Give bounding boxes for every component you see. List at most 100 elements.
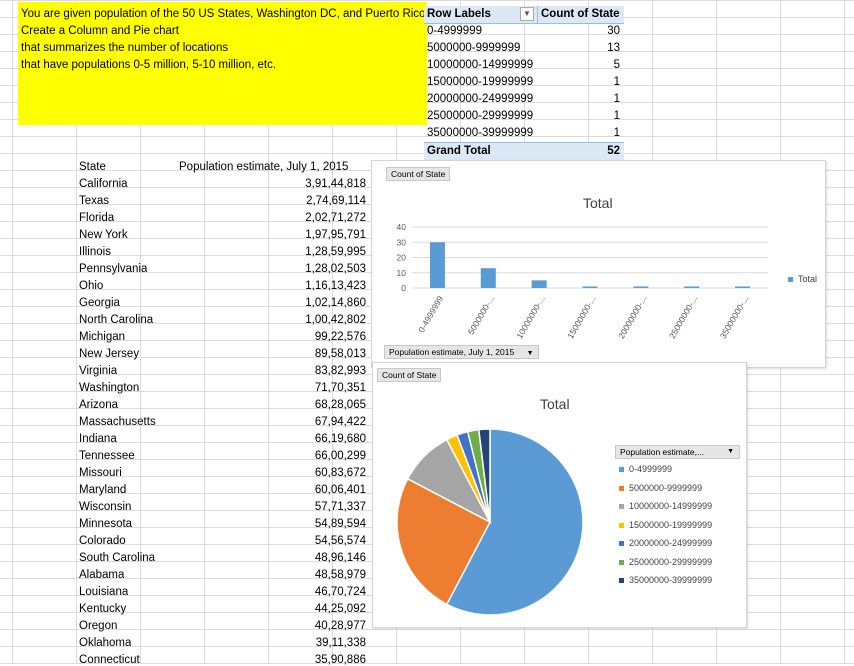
value-field-button[interactable]: Count of State (377, 368, 442, 382)
state-name-cell[interactable]: Illinois (79, 246, 111, 258)
population-cell[interactable]: 39,11,338 (315, 637, 366, 649)
population-cell[interactable]: 2,02,71,272 (305, 212, 366, 224)
state-name-cell[interactable]: Michigan (79, 331, 126, 343)
population-cell[interactable]: 71,70,351 (314, 382, 366, 394)
population-cell[interactable]: 68,28,065 (314, 399, 366, 411)
state-name-cell[interactable]: Indiana (79, 433, 117, 445)
pivot-row-label: 15000000-19999999 (427, 76, 534, 88)
population-cell[interactable]: 44,25,092 (314, 603, 366, 615)
state-name-cell[interactable]: Oklahoma (79, 637, 132, 649)
state-name-cell[interactable]: California (79, 178, 128, 190)
bar[interactable] (735, 286, 751, 288)
population-cell[interactable]: 48,58,979 (314, 569, 366, 581)
population-cell[interactable]: 83,82,993 (314, 365, 366, 377)
state-name-cell[interactable]: Arizona (79, 399, 118, 411)
state-name-cell[interactable]: Louisiana (79, 586, 129, 598)
state-name-cell[interactable]: North Carolina (79, 314, 154, 326)
population-cell[interactable]: 1,28,59,995 (305, 246, 366, 258)
state-name-cell[interactable]: Washington (79, 382, 140, 394)
state-name-cell[interactable]: Wisconsin (79, 501, 132, 513)
legend-swatch (619, 467, 624, 473)
state-name-cell[interactable]: Alabama (79, 569, 125, 581)
pie-slice[interactable] (445, 428, 584, 616)
population-cell[interactable]: 60,06,401 (314, 484, 366, 496)
pivot-row[interactable]: 0-4999999 30 (424, 23, 624, 40)
population-cell[interactable]: 57,71,337 (314, 501, 366, 513)
grand-total-value: 52 (607, 145, 620, 157)
legend-swatch (619, 578, 624, 584)
bar[interactable] (531, 280, 547, 288)
pivot-row[interactable]: 25000000-29999999 1 (424, 108, 624, 125)
population-cell[interactable]: 60,83,672 (314, 467, 366, 479)
population-cell[interactable]: 66,19,680 (314, 433, 366, 445)
population-cell[interactable]: 54,56,574 (314, 535, 366, 547)
state-name-cell[interactable]: Minnesota (79, 518, 133, 530)
state-header[interactable]: State (79, 161, 106, 173)
axis-field-button[interactable]: Population estimate, July 1, 2015 ▼ (384, 345, 539, 359)
pivot-row-label: 5000000-9999999 (427, 42, 521, 54)
instruction-line: that summarizes the number of locations (21, 42, 229, 54)
population-cell[interactable]: 1,16,13,423 (305, 280, 366, 292)
state-name-cell[interactable]: Connecticut (79, 654, 140, 666)
population-cell[interactable]: 3,91,44,818 (305, 178, 366, 190)
state-name-cell[interactable]: Massachusetts (79, 416, 156, 428)
population-cell[interactable]: 40,28,977 (314, 620, 366, 632)
bar[interactable] (429, 242, 445, 288)
bar[interactable] (480, 268, 496, 288)
pivot-row-label: 0-4999999 (427, 25, 482, 37)
filter-dropdown-icon[interactable]: ▼ (520, 7, 534, 21)
value-field-button[interactable]: Count of State (386, 167, 451, 181)
state-name-cell[interactable]: Florida (79, 212, 115, 224)
legend-entry: 15000000-19999999 (619, 520, 712, 530)
population-cell[interactable]: 99,22,576 (314, 331, 366, 343)
population-cell[interactable]: 54,89,594 (314, 518, 366, 530)
grand-total-label: Grand Total (427, 145, 491, 157)
column-chart[interactable]: Count of State Total 0 10 20 30 40 0-4999999 5… (371, 160, 826, 368)
population-cell[interactable]: 35,90,886 (314, 654, 366, 666)
instruction-box: You are given population of the 50 US St… (18, 2, 427, 125)
pivot-row[interactable]: 15000000-19999999 1 (424, 74, 624, 91)
state-name-cell[interactable]: Maryland (79, 484, 127, 496)
legend-swatch (619, 559, 624, 565)
pivot-row[interactable]: 35000000-39999999 1 (424, 125, 624, 142)
population-cell[interactable]: 48,96,146 (314, 552, 366, 564)
state-name-cell[interactable]: Virginia (79, 365, 118, 377)
state-name-cell[interactable]: Missouri (79, 467, 122, 479)
population-cell[interactable]: 1,97,95,791 (305, 229, 366, 241)
state-name-cell[interactable]: South Carolina (79, 552, 156, 564)
bar[interactable] (633, 286, 649, 288)
state-name-cell[interactable]: New York (79, 229, 128, 241)
pie-chart[interactable]: Count of State Total Population estimate… (372, 362, 747, 628)
bar[interactable] (582, 286, 598, 288)
state-name-cell[interactable]: Oregon (79, 620, 118, 632)
pivot-row[interactable]: 20000000-24999999 1 (424, 91, 624, 108)
pivot-row-label: 10000000-14999999 (427, 59, 534, 71)
state-name-cell[interactable]: Georgia (79, 297, 120, 309)
population-cell[interactable]: 66,00,299 (314, 450, 366, 462)
population-cell[interactable]: 89,58,013 (314, 348, 366, 360)
population-cell[interactable]: 1,28,02,503 (305, 263, 366, 275)
legend-label: 5000000-9999999 (629, 482, 703, 493)
state-name-cell[interactable]: Kentucky (79, 603, 127, 615)
pivot-row[interactable]: 10000000-14999999 5 (424, 57, 624, 74)
state-name-cell[interactable]: Colorado (79, 535, 126, 547)
population-cell[interactable]: 2,74,69,114 (306, 195, 366, 207)
state-name-cell[interactable]: Ohio (79, 280, 104, 292)
population-header[interactable]: Population estimate, July 1, 2015 (179, 161, 349, 173)
state-name-cell[interactable]: Texas (79, 195, 110, 207)
chart-title: Total (583, 195, 613, 211)
legend-label: Total (798, 274, 818, 284)
pie-slice[interactable] (477, 428, 491, 523)
state-name-cell[interactable]: New Jersey (79, 348, 140, 360)
bar[interactable] (684, 286, 700, 288)
pivot-row[interactable]: 5000000-9999999 13 (424, 40, 624, 57)
population-cell[interactable]: 1,02,14,860 (305, 297, 366, 309)
y-tick-label: 0 (401, 283, 406, 293)
legend-field-button[interactable]: Population estimate,... ▼ (615, 445, 740, 459)
state-name-cell[interactable]: Tennessee (79, 450, 135, 462)
pie-chart-plot (396, 428, 584, 616)
state-name-cell[interactable]: Pennsylvania (79, 263, 148, 275)
population-cell[interactable]: 1,00,42,802 (305, 314, 366, 326)
population-cell[interactable]: 67,94,422 (314, 416, 366, 428)
population-cell[interactable]: 46,70,724 (314, 586, 366, 598)
